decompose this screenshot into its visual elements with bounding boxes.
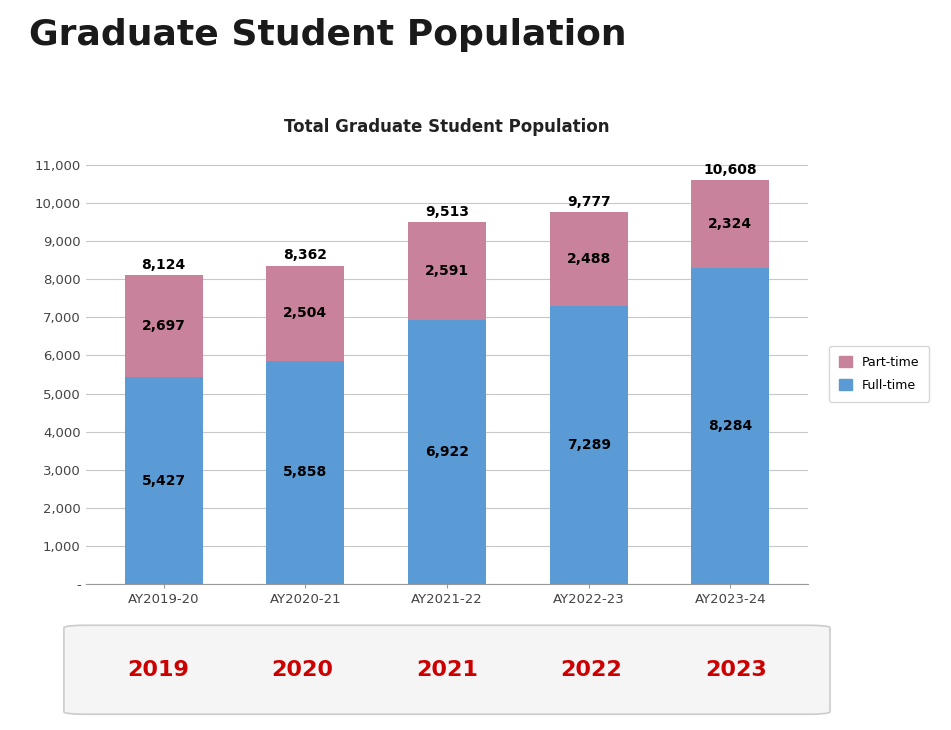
Text: 2,697: 2,697 [142,319,185,333]
Bar [125,274,203,377]
Text: 2,504: 2,504 [283,306,327,320]
Title: Total Graduate Student Population: Total Graduate Student Population [284,118,610,136]
Bar [266,266,344,361]
Text: 2023: 2023 [706,660,767,680]
Text: 2021: 2021 [416,660,478,680]
Bar [266,361,344,584]
Bar [408,222,486,320]
Bar [125,377,203,584]
Text: 7,289: 7,289 [567,438,611,452]
Text: 2019: 2019 [126,660,189,680]
Text: 2020: 2020 [271,660,334,680]
Bar [691,180,769,269]
Text: 6,922: 6,922 [425,445,469,459]
Text: 10,608: 10,608 [704,163,757,177]
Text: 2,324: 2,324 [708,218,752,231]
Text: 5,858: 5,858 [283,466,327,480]
Text: Graduate Student Population: Graduate Student Population [29,18,626,53]
Text: 9,777: 9,777 [567,195,611,209]
Text: 2022: 2022 [561,660,622,680]
Text: 5,427: 5,427 [142,474,185,488]
Text: 8,124: 8,124 [142,258,185,272]
Text: 2,488: 2,488 [567,252,611,266]
Legend: Part-time, Full-time: Part-time, Full-time [829,346,929,402]
Bar [550,212,628,307]
Text: 9,513: 9,513 [425,204,469,218]
Bar [691,269,769,584]
Bar [550,307,628,584]
FancyBboxPatch shape [64,626,830,714]
Bar [408,320,486,584]
Text: 8,284: 8,284 [708,419,752,433]
Text: 2,591: 2,591 [425,264,469,278]
Text: 8,362: 8,362 [283,248,327,263]
